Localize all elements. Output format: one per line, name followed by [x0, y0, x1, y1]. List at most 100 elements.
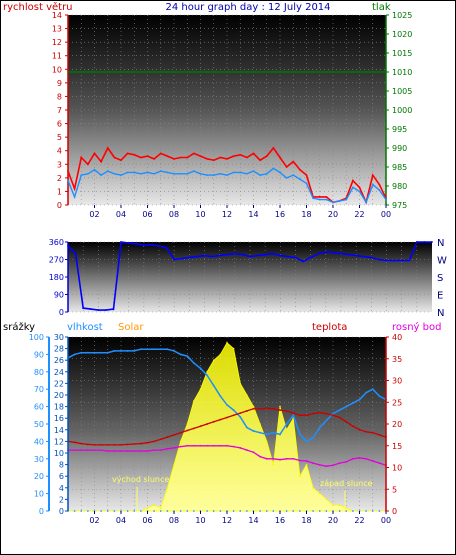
rain-point [285, 510, 288, 512]
solar-point [212, 359, 215, 362]
solar-point [305, 463, 308, 466]
wind-speed-series-point [285, 166, 288, 168]
wind-speed-tick-label: 10 [52, 65, 62, 74]
direction-series-point [264, 253, 267, 256]
rain-point [371, 510, 374, 512]
rain-tick-label: 4 [59, 484, 64, 493]
pressure-series-point [252, 71, 255, 73]
humidity-series-point [80, 351, 83, 354]
dewpoint-series-point [265, 457, 268, 460]
temperature-series-point [199, 425, 202, 428]
humidity-series-point [179, 353, 182, 356]
dewpoint-series-point [292, 457, 295, 460]
rain-tick-label: 16 [54, 414, 64, 423]
humidity-series-point [126, 350, 129, 352]
wind-average-series-point [219, 172, 222, 175]
humidity-series-point [259, 431, 262, 434]
humidity-series-point [232, 409, 235, 411]
humidity-series-point [272, 431, 275, 434]
wind-average-series-point [146, 171, 149, 174]
pressure-series-point [285, 71, 288, 73]
wind-speed-tick-label: 11 [52, 52, 62, 61]
direction-series-point [287, 255, 289, 258]
x-tick-label: 04 [116, 516, 126, 525]
humidity-series-point [173, 350, 175, 352]
temperature-tick-label: 10 [392, 464, 402, 473]
dewpoint-series-point [159, 449, 162, 451]
rain-point [318, 510, 321, 512]
humidity-series-point [279, 433, 281, 436]
humidity-series-point [199, 367, 202, 370]
x-tick-label: 02 [89, 516, 99, 525]
x-tick-label: 20 [328, 210, 338, 219]
pressure-series-point [80, 71, 83, 73]
direction-series-point [158, 244, 160, 247]
humidity-series-point [159, 348, 162, 351]
pressure-tick-label: 1015 [392, 49, 412, 58]
direction-tick-label: 0 [59, 308, 64, 317]
sunrise-label: východ slunce [112, 475, 169, 484]
pressure-series-point [86, 71, 89, 73]
temperature-tick-label: 40 [392, 333, 402, 342]
wind-panel-x-ticks: 02 04 06 08 10 12 14 16 18 20 22 00 [89, 205, 391, 219]
wind-speed-series-point [279, 156, 281, 159]
rain-tick-label: 10 [54, 449, 64, 458]
solar-point [199, 388, 202, 391]
wind-speed-tick-label: 1 [57, 187, 62, 196]
rain-point [179, 510, 182, 512]
wind-average-series-point [80, 174, 83, 177]
rain-point [239, 510, 242, 512]
humidity-series-point [358, 398, 361, 401]
dewpoint-series-point [226, 444, 228, 447]
solar-point [338, 504, 341, 507]
humidity-series-point [338, 409, 341, 411]
wind-panel-series [67, 71, 387, 205]
x-tick-label: 08 [169, 516, 179, 525]
rain-point [312, 510, 314, 512]
rain-point [206, 510, 208, 512]
wind-average-series-point [232, 171, 235, 174]
humidity-series-point [93, 351, 96, 354]
humidity-series-point [192, 362, 195, 364]
wind-average-series-point [186, 172, 189, 175]
wind-average-series-point [192, 170, 195, 172]
temperature-series-point [192, 427, 195, 430]
wind-average-series-point [285, 176, 288, 179]
dewpoint-series-point [305, 460, 308, 462]
pressure-series-point [173, 71, 175, 73]
pressure-series-point [206, 71, 209, 73]
rain-point [186, 510, 189, 512]
pressure-series-point [358, 71, 361, 73]
dewpoint-series-point [325, 465, 328, 468]
temperature-series-point [318, 411, 321, 414]
rain-point [265, 510, 268, 512]
solar-point [159, 507, 162, 509]
dewpoint-series-point [146, 450, 149, 452]
humidity-series-point [153, 348, 156, 351]
wind-speed-series-point [371, 174, 374, 177]
x-tick-label: 12 [222, 516, 232, 525]
pressure-series-point [159, 71, 162, 73]
direction-series-point [355, 254, 358, 257]
dewpoint-series-point [232, 445, 235, 448]
temperature-series-point [146, 441, 149, 444]
wind-speed-series-point [232, 155, 235, 158]
rain-point [113, 510, 116, 512]
wind-average-series-point [385, 198, 387, 201]
humidity-tick-label: 40 [34, 437, 44, 446]
wind-speed-series-point [139, 156, 142, 159]
wind-average-series-point [100, 174, 103, 177]
wind-average-series-point [312, 197, 315, 200]
pressure-tick-label: 985 [392, 163, 407, 172]
rain-point [292, 510, 295, 512]
humidity-tick-label: 80 [34, 368, 44, 377]
direction-series-point [317, 252, 320, 255]
direction-series-point [150, 244, 153, 246]
temperature-tick-label: 15 [392, 442, 402, 451]
wind-average-series-point [106, 170, 109, 172]
rain-point [193, 510, 195, 512]
wind-speed-series-point [179, 156, 182, 159]
humidity-series-point [365, 391, 368, 394]
dewpoint-series-point [212, 444, 215, 447]
